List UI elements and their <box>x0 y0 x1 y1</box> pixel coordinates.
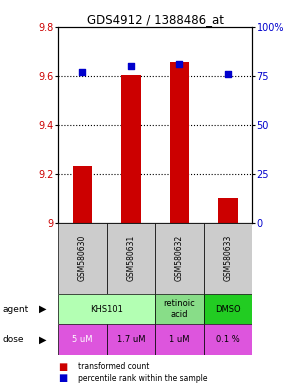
Bar <box>106 223 155 294</box>
Text: 1.7 uM: 1.7 uM <box>117 335 145 344</box>
Bar <box>58 324 106 355</box>
Bar <box>204 223 252 294</box>
Bar <box>72 166 92 223</box>
Text: ■: ■ <box>58 362 67 372</box>
Bar <box>58 223 106 294</box>
Bar <box>155 324 204 355</box>
Text: dose: dose <box>3 335 24 344</box>
Text: ■: ■ <box>58 373 67 383</box>
Title: GDS4912 / 1388486_at: GDS4912 / 1388486_at <box>87 13 224 26</box>
Text: KHS101: KHS101 <box>90 305 123 314</box>
Bar <box>170 62 189 223</box>
Text: agent: agent <box>3 305 29 314</box>
Point <box>128 63 133 69</box>
Text: 1 uM: 1 uM <box>169 335 190 344</box>
Text: 0.1 %: 0.1 % <box>216 335 240 344</box>
Bar <box>218 198 238 223</box>
Bar <box>204 294 252 324</box>
Text: DMSO: DMSO <box>215 305 241 314</box>
Bar <box>58 294 155 324</box>
Text: 5 uM: 5 uM <box>72 335 93 344</box>
Point <box>80 69 85 75</box>
Text: transformed count: transformed count <box>78 362 150 371</box>
Bar <box>121 74 141 223</box>
Point <box>177 61 182 67</box>
Point <box>226 71 230 77</box>
Bar <box>155 294 204 324</box>
Text: percentile rank within the sample: percentile rank within the sample <box>78 374 208 383</box>
Text: ▶: ▶ <box>39 335 47 345</box>
Text: ▶: ▶ <box>39 304 47 314</box>
Bar <box>204 324 252 355</box>
Bar <box>155 223 204 294</box>
Text: GSM580633: GSM580633 <box>224 235 233 281</box>
Bar <box>106 324 155 355</box>
Text: GSM580631: GSM580631 <box>126 235 135 281</box>
Text: retinoic
acid: retinoic acid <box>164 300 195 319</box>
Text: GSM580630: GSM580630 <box>78 235 87 281</box>
Text: GSM580632: GSM580632 <box>175 235 184 281</box>
